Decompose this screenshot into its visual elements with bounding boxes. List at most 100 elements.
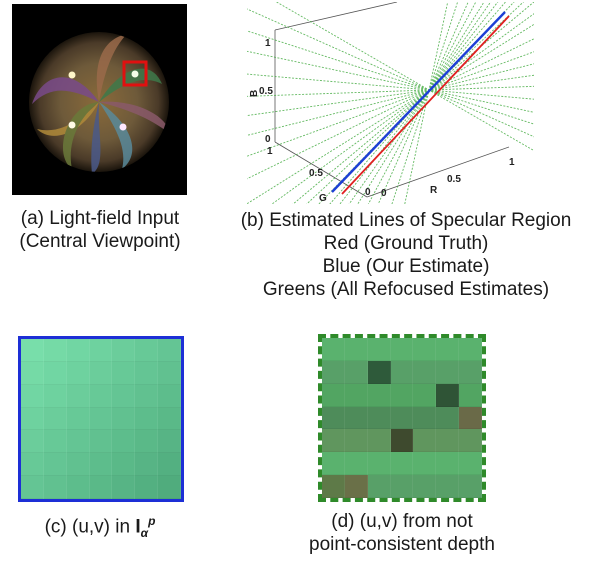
patch-cell [367,338,391,361]
patch-cell [367,406,391,430]
patch-cell [413,383,437,407]
patch-cell [322,429,345,453]
patch-cell [322,452,345,476]
patch-cell [43,430,67,454]
g-axis-tick-05: 0.5 [309,168,323,179]
refocused-estimate-line [306,0,478,320]
patch-cell [21,430,44,454]
patch-cell [112,361,136,385]
caption-a-line2: (Central Viewpoint) [19,231,181,252]
patch-cell [135,430,159,454]
patch-cell [322,475,345,498]
patch-cell [390,475,414,498]
patch-cell [413,406,437,430]
caption-c-subscript: α [140,526,149,541]
patch-cell [89,430,113,454]
caption-d-line2: point-consistent depth [309,534,495,555]
patch-cell [344,406,368,430]
b-axis-tick-05: 0.5 [259,86,273,97]
patch-cell [135,407,159,431]
patch-cell [89,361,113,385]
caption-b-line4: Greens (All Refocused Estimates) [262,279,550,300]
patch-cell [436,475,460,498]
patch-cell [413,429,437,453]
caption-d-line1: (d) (u,v) from not [331,511,473,532]
uv-patch-inconsistent [318,334,486,502]
uv-patch-consistent [18,336,184,502]
g-axis-tick-0: 0 [365,187,371,198]
patch-cell [43,476,67,499]
patch-cell [459,475,482,498]
patch-cell [367,452,391,476]
patch-cell [436,338,460,361]
patch-cell [66,361,90,385]
plot-axes [274,1,510,198]
patch-cell [89,407,113,431]
patch-cell [436,383,460,407]
patch-cell [413,475,437,498]
refocused-estimate-lines [169,0,610,345]
patch-cell [322,406,345,430]
patch-cell [21,361,44,385]
patch-cell [367,360,391,384]
patch-cell [390,338,414,361]
patch-cell [459,452,482,476]
patch-cell [158,430,181,454]
patch-cell [367,429,391,453]
patch-cell [21,453,44,477]
patch-cell [158,407,181,431]
patch-cell [66,430,90,454]
refocused-estimate-line [374,0,449,345]
patch-cell [436,360,460,384]
selected-region-box [122,60,148,87]
caption-c-prefix: (c) (u,v) in [44,516,136,538]
patch-cell [112,430,136,454]
patch-cell [436,429,460,453]
ground-truth-line [341,15,510,195]
patch-cell [322,360,345,384]
patch-cell [158,476,181,499]
r-axis-tick-05: 0.5 [447,174,461,185]
refocused-estimate-line [225,0,610,172]
patch-cell [390,429,414,453]
patch-cell [43,361,67,385]
patch-cell [322,338,345,361]
patch-cell [436,452,460,476]
refocused-estimate-line [181,9,610,150]
patch-cell [158,361,181,385]
patch-cell [21,384,44,408]
rgb-plot-svg: 1 0.5 0 B 1 0.5 0 G 0 0.5 1 R [169,0,610,345]
patch-cell [459,429,482,453]
patch-cell [344,338,368,361]
specular-highlight [131,70,139,78]
b-axis-tick-1: 1 [265,38,271,49]
patch-cell [112,476,136,499]
patch-cell [413,452,437,476]
patch-cell [344,429,368,453]
patch-cell [390,406,414,430]
patch-cell [66,407,90,431]
g-axis-label: G [319,193,327,204]
specular-highlight [68,121,76,129]
patch-cell [66,476,90,499]
patch-cell [112,384,136,408]
caption-c-symbol: I [135,516,141,538]
patch-cell [413,338,437,361]
patch-cell [66,384,90,408]
patch-cell [43,339,67,362]
caption-c-superscript: p [148,514,156,528]
specular-highlight [119,123,127,131]
patch-cell [158,339,181,362]
caption-b-line1: (b) Estimated Lines of Specular Region [240,210,572,231]
patch-cell [89,453,113,477]
patch-cell [158,384,181,408]
patch-cell [322,383,345,407]
r-axis-label: R [430,185,438,196]
g-axis-tick-1: 1 [267,146,273,157]
specular-highlight [68,71,76,79]
patch-cell [459,406,482,430]
r-axis-tick-1: 1 [509,157,515,168]
b-axis-tick-0: 0 [265,134,271,145]
caption-a-line1: (a) Light-field Input [20,208,180,229]
patch-cell [89,384,113,408]
